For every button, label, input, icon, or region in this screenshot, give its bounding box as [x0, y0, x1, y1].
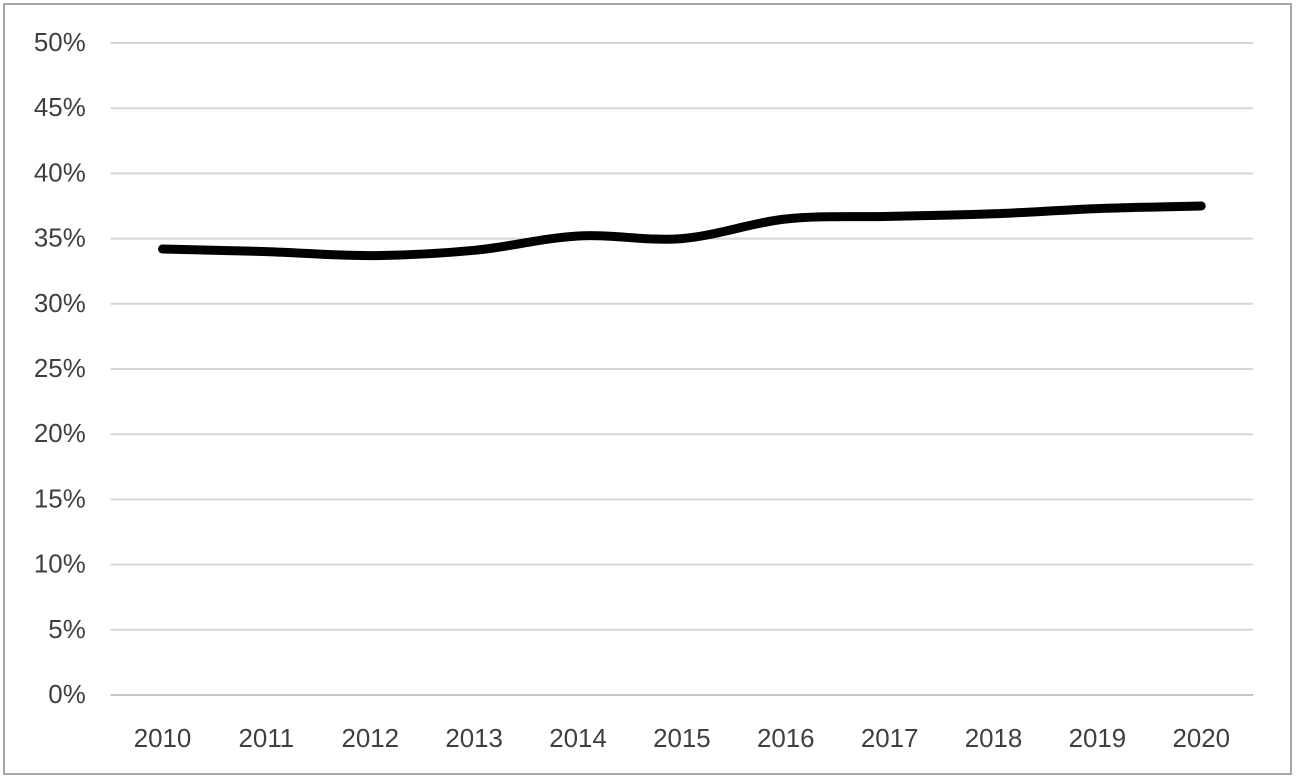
x-tick-label: 2012 — [341, 725, 399, 753]
y-tick-label: 30% — [34, 290, 86, 318]
x-tick-label: 2019 — [1069, 725, 1127, 753]
x-tick-label: 2014 — [549, 725, 607, 753]
x-tick-label: 2015 — [653, 725, 711, 753]
chart-frame: 0% 5% 10% 15% 20% 25% 30% 35% 40% 45% 50% 2010 2011 2… — [3, 3, 1292, 775]
line-chart: 0% 5% 10% 15% 20% 25% 30% 35% 40% 45% 50% 2010 2011 2… — [34, 29, 1254, 753]
x-tick-label: 2013 — [445, 725, 503, 753]
x-tick-label: 2017 — [861, 725, 919, 753]
x-tick-label: 2010 — [134, 725, 192, 753]
y-tick-label: 5% — [48, 616, 85, 644]
y-tick-label: 15% — [34, 485, 86, 513]
y-tick-label: 35% — [34, 225, 86, 253]
x-tick-label: 2018 — [965, 725, 1023, 753]
y-tick-label: 25% — [34, 355, 86, 383]
y-tick-label: 40% — [34, 159, 86, 187]
data-series-line — [158, 201, 1206, 261]
y-tick-label: 10% — [34, 551, 86, 579]
y-tick-label: 50% — [34, 29, 86, 57]
x-tick-label: 2020 — [1172, 725, 1230, 753]
x-tick-label: 2011 — [239, 725, 295, 753]
y-tick-label: 0% — [48, 681, 85, 709]
y-tick-label: 20% — [34, 420, 86, 448]
x-tick-label: 2016 — [757, 725, 815, 753]
y-tick-label: 45% — [34, 94, 86, 122]
